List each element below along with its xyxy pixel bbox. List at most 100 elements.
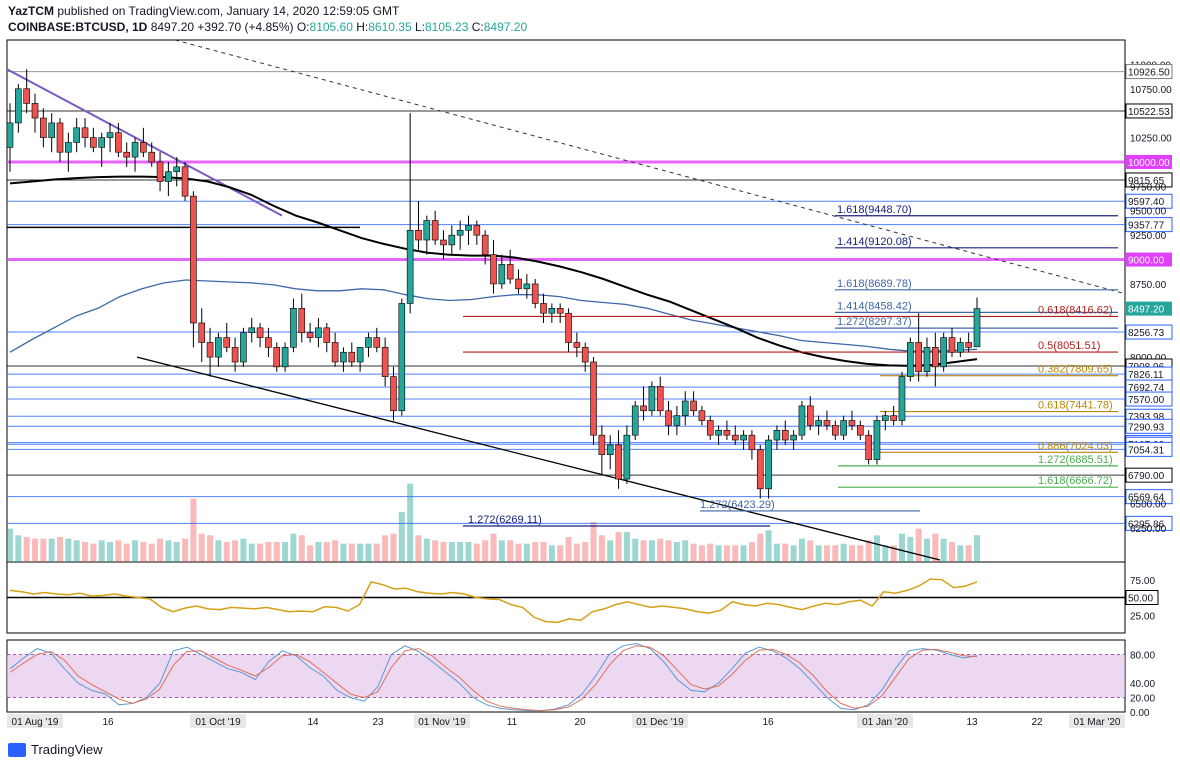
fib-label: 1.272(6269.11)	[468, 514, 542, 526]
fib-label: 1.414(8458.42)	[837, 300, 912, 312]
volume-bar	[440, 542, 447, 562]
volume-bar	[632, 538, 639, 562]
candle-body	[31, 103, 39, 119]
x-tick-label: 11	[507, 717, 518, 728]
candle-body	[40, 117, 47, 138]
volume-bar	[898, 533, 905, 562]
tradingview-brand[interactable]: TradingView	[31, 742, 103, 757]
volume-bar	[915, 528, 922, 562]
lower-support-trendline	[136, 356, 941, 561]
publish-info: published on TradingView.com, January 14…	[57, 4, 400, 18]
volume-bar	[532, 542, 539, 562]
volume-bar	[957, 545, 964, 562]
volume-bar	[974, 535, 980, 562]
candle-body	[831, 425, 839, 436]
rsi-line	[9, 578, 978, 624]
volume-bar	[665, 540, 672, 562]
volume-bar	[932, 533, 939, 562]
volume-bar	[332, 540, 339, 562]
volume-bar	[515, 543, 522, 562]
candle-body	[256, 327, 264, 338]
publisher-name[interactable]: YazTCM	[8, 4, 55, 18]
candle-body	[231, 347, 239, 363]
x-tick-label: 01 Aug '19	[12, 717, 59, 728]
price-tag	[1126, 154, 1172, 169]
horizontal-levels	[7, 71, 1125, 524]
volume-bar	[723, 545, 730, 562]
volume-bar	[407, 483, 414, 562]
candle-body	[681, 400, 689, 416]
stoch-scale-label: 20.00	[1130, 694, 1155, 705]
volume-bar	[590, 522, 597, 562]
price-scale-label: 8497.20	[1128, 305, 1165, 316]
price-scale-label: 9000.00	[1128, 256, 1165, 267]
rsi-panel: 75.00 50.00 25.00	[7, 576, 1159, 624]
candle-body	[856, 425, 864, 436]
x-axis: 01 Aug '19 16 01 Oct '19 14 23 01 Nov '19 11 20…	[7, 714, 1125, 728]
stoch-band	[7, 654, 1125, 698]
stoch-scale-label: 40.00	[1130, 679, 1155, 690]
candle-body	[798, 405, 806, 436]
x-tick-label: 01 Dec '19	[636, 717, 684, 728]
volume-bar	[598, 535, 605, 562]
dashed-resistance-trendline	[174, 39, 1126, 295]
candle-body	[398, 303, 406, 412]
x-tick-label: 01 Mar '20	[1074, 717, 1121, 728]
candle-body	[198, 322, 206, 343]
volume-bar	[15, 535, 22, 562]
volume-bar	[707, 543, 714, 562]
candle-body	[98, 137, 105, 148]
symbol-label[interactable]: COINBASE:BTCUSD, 1D	[8, 20, 148, 34]
volume-bar	[190, 498, 197, 562]
candle-body	[23, 88, 30, 104]
candle-body	[423, 220, 431, 241]
candle-body	[957, 342, 964, 353]
candle-body	[223, 337, 231, 348]
candle-body	[306, 332, 314, 338]
rsi-scale-label: 75.00	[1130, 576, 1155, 587]
ohlc-close: C:8497.20	[472, 20, 527, 34]
candle-body	[406, 229, 414, 304]
candle-body	[390, 376, 397, 412]
volume-bar	[490, 533, 497, 562]
volume-bar	[757, 533, 764, 562]
volume-bar	[432, 540, 439, 562]
volume-bar	[773, 543, 780, 562]
candle-body	[573, 342, 581, 348]
volume-bar	[357, 543, 364, 562]
last-price-tag	[1126, 301, 1172, 316]
volume-bar	[615, 532, 622, 562]
x-tick-box	[632, 714, 688, 728]
price-scale-label: 7826.11	[1128, 370, 1164, 381]
x-tick-box	[7, 714, 63, 728]
fib-label: 1.414(9120.08)	[837, 236, 912, 248]
volume-bar	[715, 545, 722, 562]
high-value: 8610.35	[368, 20, 412, 34]
volume-bar	[823, 545, 830, 562]
price-scale-label: 10750.00	[1130, 85, 1172, 96]
candle-body	[515, 278, 522, 290]
volume-bar	[390, 533, 397, 562]
candle-body	[548, 308, 556, 314]
volume-bar	[657, 538, 664, 562]
volume-bar	[198, 533, 205, 562]
candle-body	[323, 327, 331, 343]
x-tick-box	[414, 714, 470, 728]
candle-body	[415, 229, 422, 241]
volume-bar	[98, 540, 105, 562]
volume-bar	[90, 543, 97, 562]
x-tick-label: 13	[966, 717, 978, 728]
candle-body	[923, 347, 931, 373]
candle-body	[115, 132, 122, 153]
candle-body	[165, 171, 172, 182]
candle-body	[290, 308, 297, 348]
rsi-scale-label: 50.00	[1128, 594, 1153, 605]
candle-body	[240, 332, 247, 363]
candle-body	[631, 405, 639, 436]
x-tick-label: 14	[307, 717, 319, 728]
volume-bar	[248, 543, 255, 562]
fib-label: 0.382(7809.65)	[1038, 364, 1113, 376]
volume-bar	[448, 542, 455, 562]
price-tag	[1125, 217, 1173, 233]
